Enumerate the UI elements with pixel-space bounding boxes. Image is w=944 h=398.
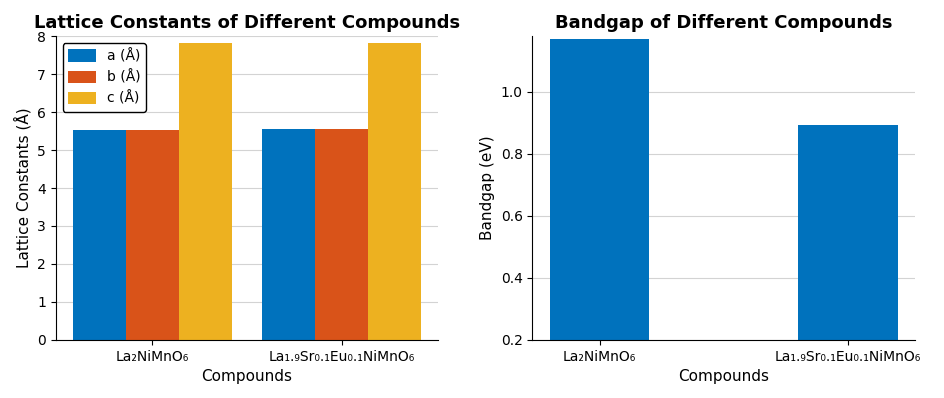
Bar — [262, 129, 315, 340]
Bar — [315, 129, 368, 340]
X-axis label: Compounds: Compounds — [201, 369, 293, 384]
Y-axis label: Bandgap (eV): Bandgap (eV) — [480, 136, 495, 240]
Legend: a (Å), b (Å), c (Å): a (Å), b (Å), c (Å) — [62, 43, 146, 111]
Bar — [126, 130, 179, 340]
Y-axis label: Lattice Constants (Å): Lattice Constants (Å) — [14, 108, 31, 268]
Bar — [179, 43, 232, 340]
Bar — [549, 39, 649, 398]
Title: Lattice Constants of Different Compounds: Lattice Constants of Different Compounds — [34, 14, 460, 32]
X-axis label: Compounds: Compounds — [679, 369, 769, 384]
Title: Bandgap of Different Compounds: Bandgap of Different Compounds — [555, 14, 893, 32]
Bar — [368, 43, 421, 340]
Bar — [73, 130, 126, 340]
Bar — [799, 125, 898, 398]
